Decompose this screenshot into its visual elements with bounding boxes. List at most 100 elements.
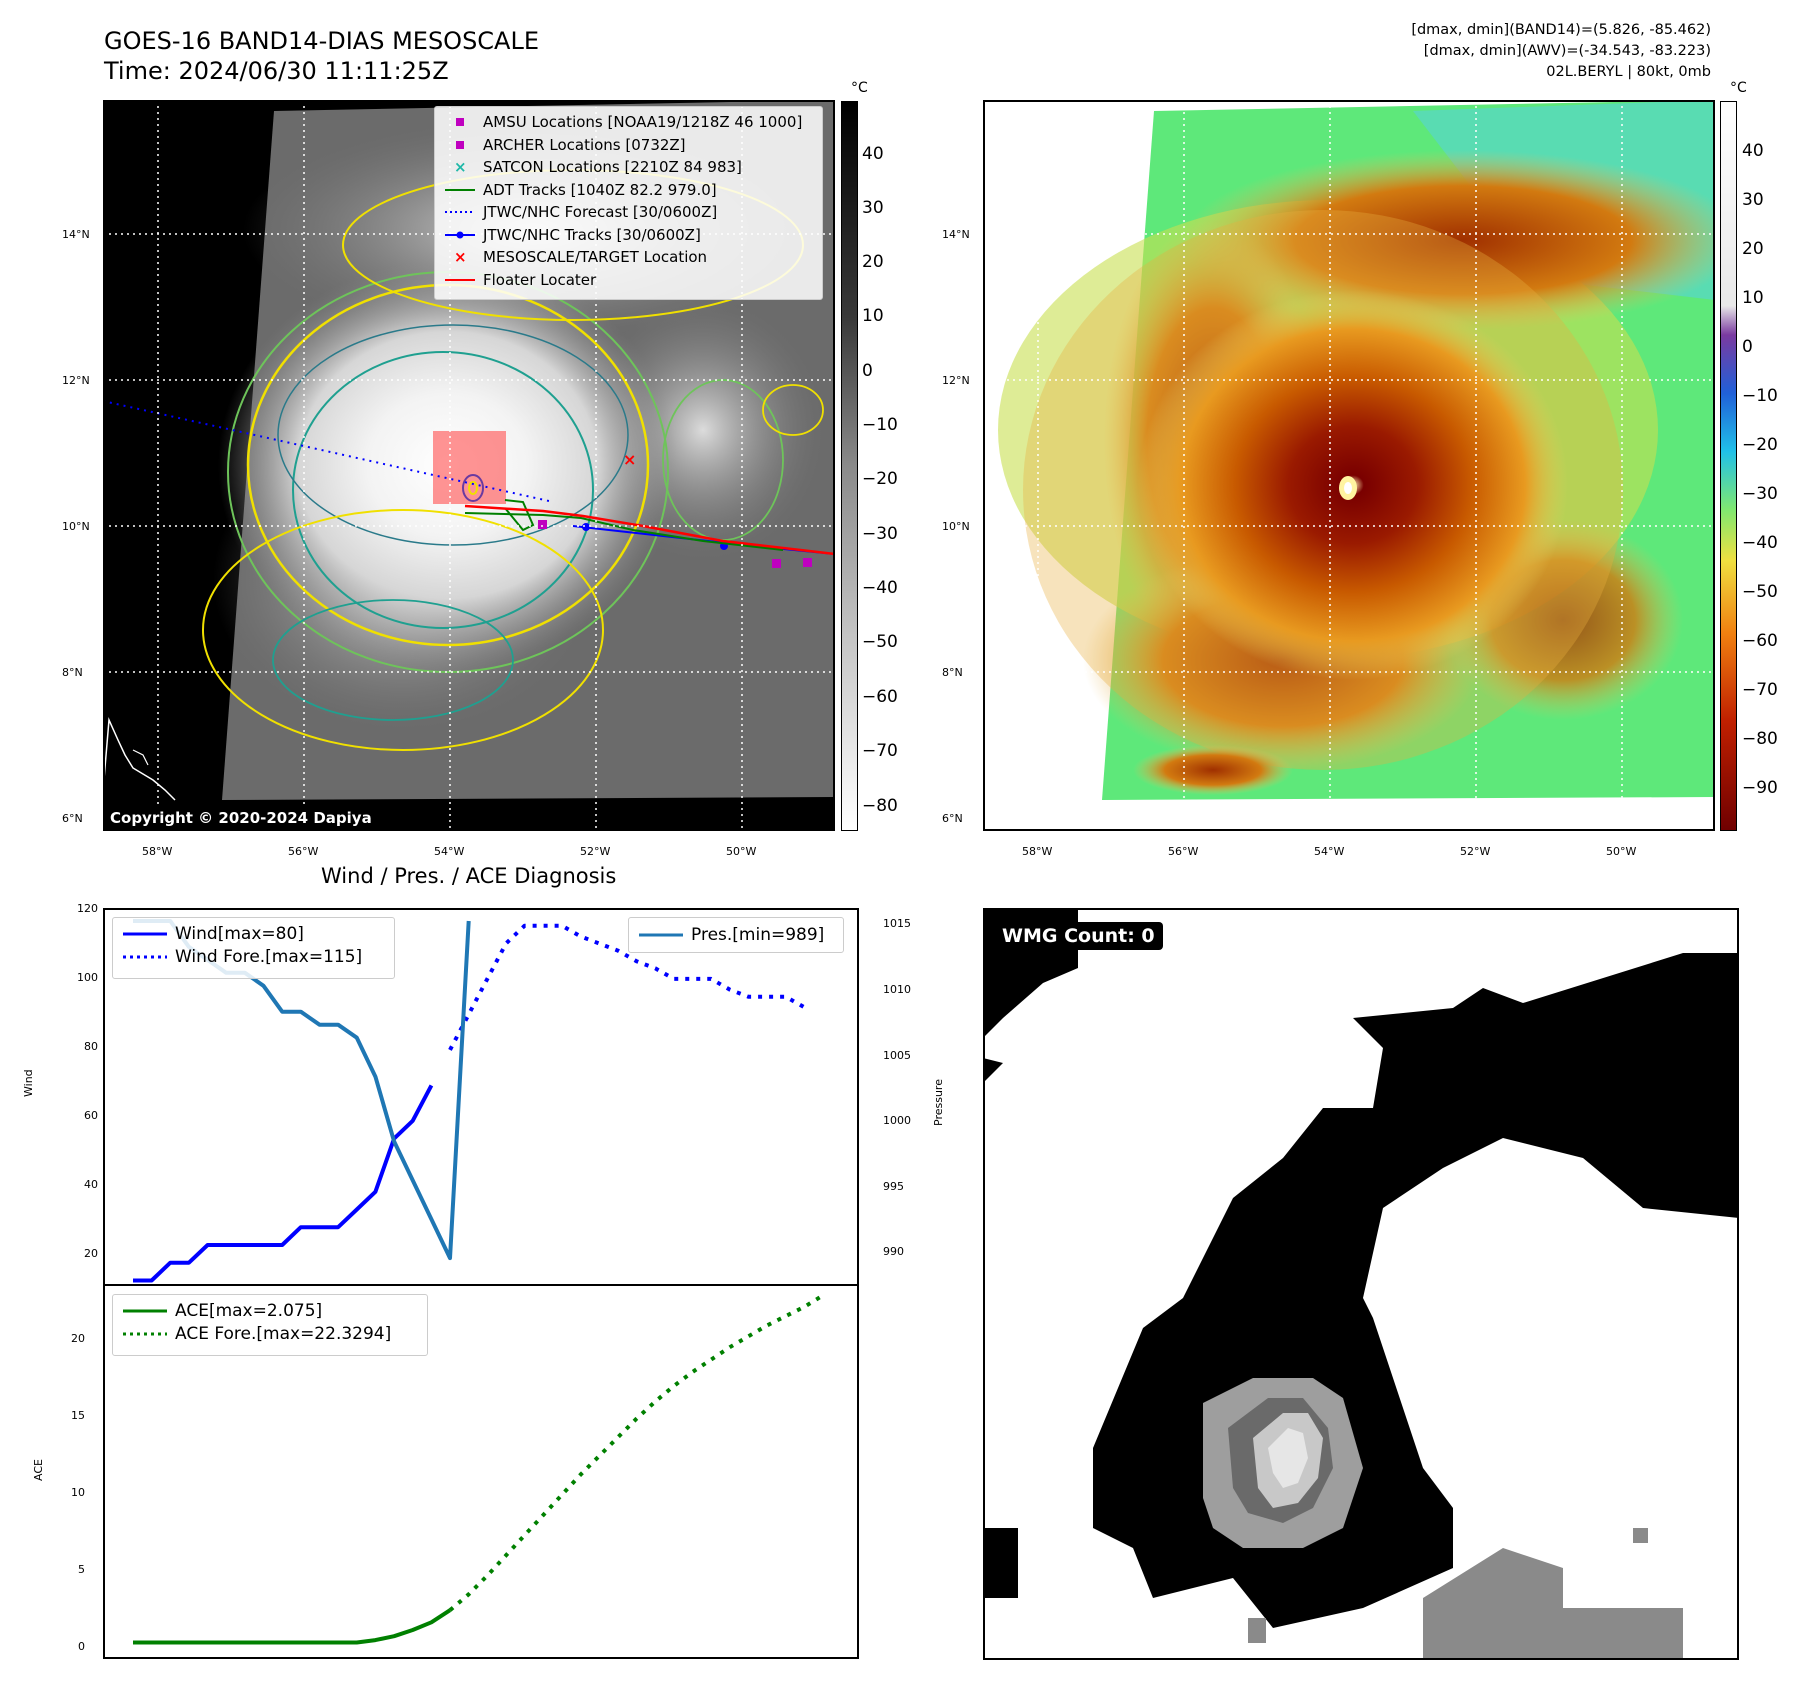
green-dotted-line-icon <box>123 1332 167 1335</box>
colorbar-tick: −10 <box>1742 386 1778 406</box>
wind-legend: Wind[max=80] Wind Fore.[max=115] <box>112 917 395 979</box>
wmg-frame <box>983 908 1739 1660</box>
lat-label: 6°N <box>942 812 963 825</box>
ir-map-frame <box>103 100 835 831</box>
colorbar-tick: −70 <box>1742 680 1778 700</box>
wmg-panel: WMG Count: 0 <box>983 908 1739 1660</box>
colorbar-tick: −40 <box>862 578 898 598</box>
lon-label: 58°W <box>1022 845 1053 858</box>
colorbar-tick: −50 <box>1742 582 1778 602</box>
lon-label: 58°W <box>142 845 173 858</box>
legend-item-wind: Wind[max=80] <box>113 923 394 946</box>
lat-label: 14°N <box>62 228 90 241</box>
ace-legend: ACE[max=2.075] ACE Fore.[max=22.3294] <box>112 1294 428 1356</box>
ace-axis-ticks: 20 15 10 5 0 <box>40 0 85 1690</box>
colorbar-tick: −10 <box>862 415 898 435</box>
colorbar-tick: −60 <box>862 687 898 707</box>
wind-tick: 100 <box>77 971 98 984</box>
wind-axis-label: Wind <box>22 1069 35 1097</box>
legend-item-floater: Floater Locater <box>435 269 822 292</box>
green-line-icon <box>445 188 475 191</box>
colorbar-tick: −80 <box>862 796 898 816</box>
lon-label: 54°W <box>434 845 465 858</box>
colorbar-tick: −70 <box>862 741 898 761</box>
red-x-marker-icon: × <box>454 248 467 266</box>
diagnosis-charts <box>103 908 859 1660</box>
steelblue-line-icon <box>639 933 683 937</box>
diagnosis-title: Wind / Pres. / ACE Diagnosis <box>321 864 617 888</box>
colorbar-tick: 40 <box>862 144 884 164</box>
wind-series-line <box>133 1084 434 1283</box>
lat-label: 12°N <box>942 374 970 387</box>
pressure-tick: 1015 <box>883 917 911 930</box>
colorbar-tick: −90 <box>1742 778 1778 798</box>
enhanced-colorbar-unit: °C <box>1730 80 1747 96</box>
green-line-icon <box>123 1309 167 1313</box>
enhanced-satellite-image <box>983 100 1743 831</box>
colorbar-tick: −50 <box>862 632 898 652</box>
blue-dotted-line-icon <box>445 211 475 213</box>
ace-tick: 0 <box>78 1640 85 1653</box>
colorbar-tick: 20 <box>1742 239 1764 259</box>
legend-item-adt: ADT Tracks [1040Z 82.2 979.0] <box>435 179 822 202</box>
lat-label: 10°N <box>942 520 970 533</box>
colorbar-tick: 40 <box>1742 141 1764 161</box>
blue-line-icon <box>123 932 167 936</box>
lon-label: 56°W <box>288 845 319 858</box>
lon-label: 50°W <box>726 845 757 858</box>
storm-info: 02L.BERYL | 80kt, 0mb <box>1546 64 1711 80</box>
svg-text:×: × <box>623 450 636 469</box>
wmg-image <box>983 908 1739 1660</box>
legend-item-amsu: AMSU Locations [NOAA19/1218Z 46 1000] <box>435 111 822 134</box>
figure-title: GOES-16 BAND14-DIAS MESOSCALE <box>104 27 540 55</box>
legend-item-satcon: × SATCON Locations [2210Z 84 983] <box>435 156 822 179</box>
teal-x-marker-icon: × <box>454 158 467 176</box>
wind-tick: 20 <box>84 1247 98 1260</box>
pressure-axis-ticks: 1015 1010 1005 1000 995 990 <box>883 0 943 1690</box>
enhanced-colorbar <box>1720 101 1737 831</box>
colorbar-tick: −60 <box>1742 631 1778 651</box>
colorbar-tick: −20 <box>1742 435 1778 455</box>
lon-label: 56°W <box>1168 845 1199 858</box>
legend-item-tracks: JTWC/NHC Tracks [30/0600Z] <box>435 224 822 247</box>
wind-forecast-series-line <box>448 923 806 1051</box>
lat-label: 12°N <box>62 374 90 387</box>
blue-dotted-line-icon <box>123 955 167 958</box>
legend-item-ace: ACE[max=2.075] <box>113 1300 427 1323</box>
pressure-tick: 990 <box>883 1245 904 1258</box>
colorbar-tick: −40 <box>1742 533 1778 553</box>
ir-colorbar-ticks: 40 30 20 10 0 −10 −20 −30 −40 −50 −60 −7… <box>862 0 932 1690</box>
ir-legend: AMSU Locations [NOAA19/1218Z 46 1000] AR… <box>434 106 823 300</box>
legend-item-ace-forecast: ACE Fore.[max=22.3294] <box>113 1323 427 1346</box>
pressure-tick: 995 <box>883 1180 904 1193</box>
legend-item-pressure: Pres.[min=989] <box>629 924 843 947</box>
colorbar-tick: −30 <box>862 524 898 544</box>
figure-time: Time: 2024/06/30 11:11:25Z <box>104 57 449 85</box>
lon-label: 50°W <box>1606 845 1637 858</box>
legend-item-wind-forecast: Wind Fore.[max=115] <box>113 946 394 969</box>
purple-square-marker-icon <box>456 140 464 149</box>
ace-tick: 15 <box>71 1409 85 1422</box>
diagnosis-chart-svg <box>103 908 859 1660</box>
pressure-tick: 1005 <box>883 1049 911 1062</box>
red-line-icon <box>445 278 475 281</box>
blue-line-dot-icon <box>445 231 475 238</box>
colorbar-tick: 0 <box>862 361 873 381</box>
pressure-tick: 1000 <box>883 1114 911 1127</box>
lat-label: 8°N <box>62 666 83 679</box>
wind-tick: 60 <box>84 1109 98 1122</box>
enhanced-map-panel <box>983 100 1743 831</box>
band14-stats: [dmax, dmin](BAND14)=(5.826, -85.462) <box>1411 22 1711 38</box>
legend-item-mesoscale: × MESOSCALE/TARGET Location <box>435 246 822 269</box>
svg-text:×: × <box>454 158 467 176</box>
legend-item-archer: ARCHER Locations [0732Z] <box>435 134 822 157</box>
ace-tick: 10 <box>71 1486 85 1499</box>
copyright-label: Copyright © 2020-2024 Dapiya <box>104 807 378 829</box>
colorbar-tick: 30 <box>1742 190 1764 210</box>
lon-label: 52°W <box>1460 845 1491 858</box>
ace-tick: 5 <box>78 1563 85 1576</box>
ir-colorbar-unit: °C <box>851 80 868 96</box>
colorbar-tick: 10 <box>862 306 884 326</box>
wind-tick: 80 <box>84 1040 98 1053</box>
ace-tick: 20 <box>71 1332 85 1345</box>
